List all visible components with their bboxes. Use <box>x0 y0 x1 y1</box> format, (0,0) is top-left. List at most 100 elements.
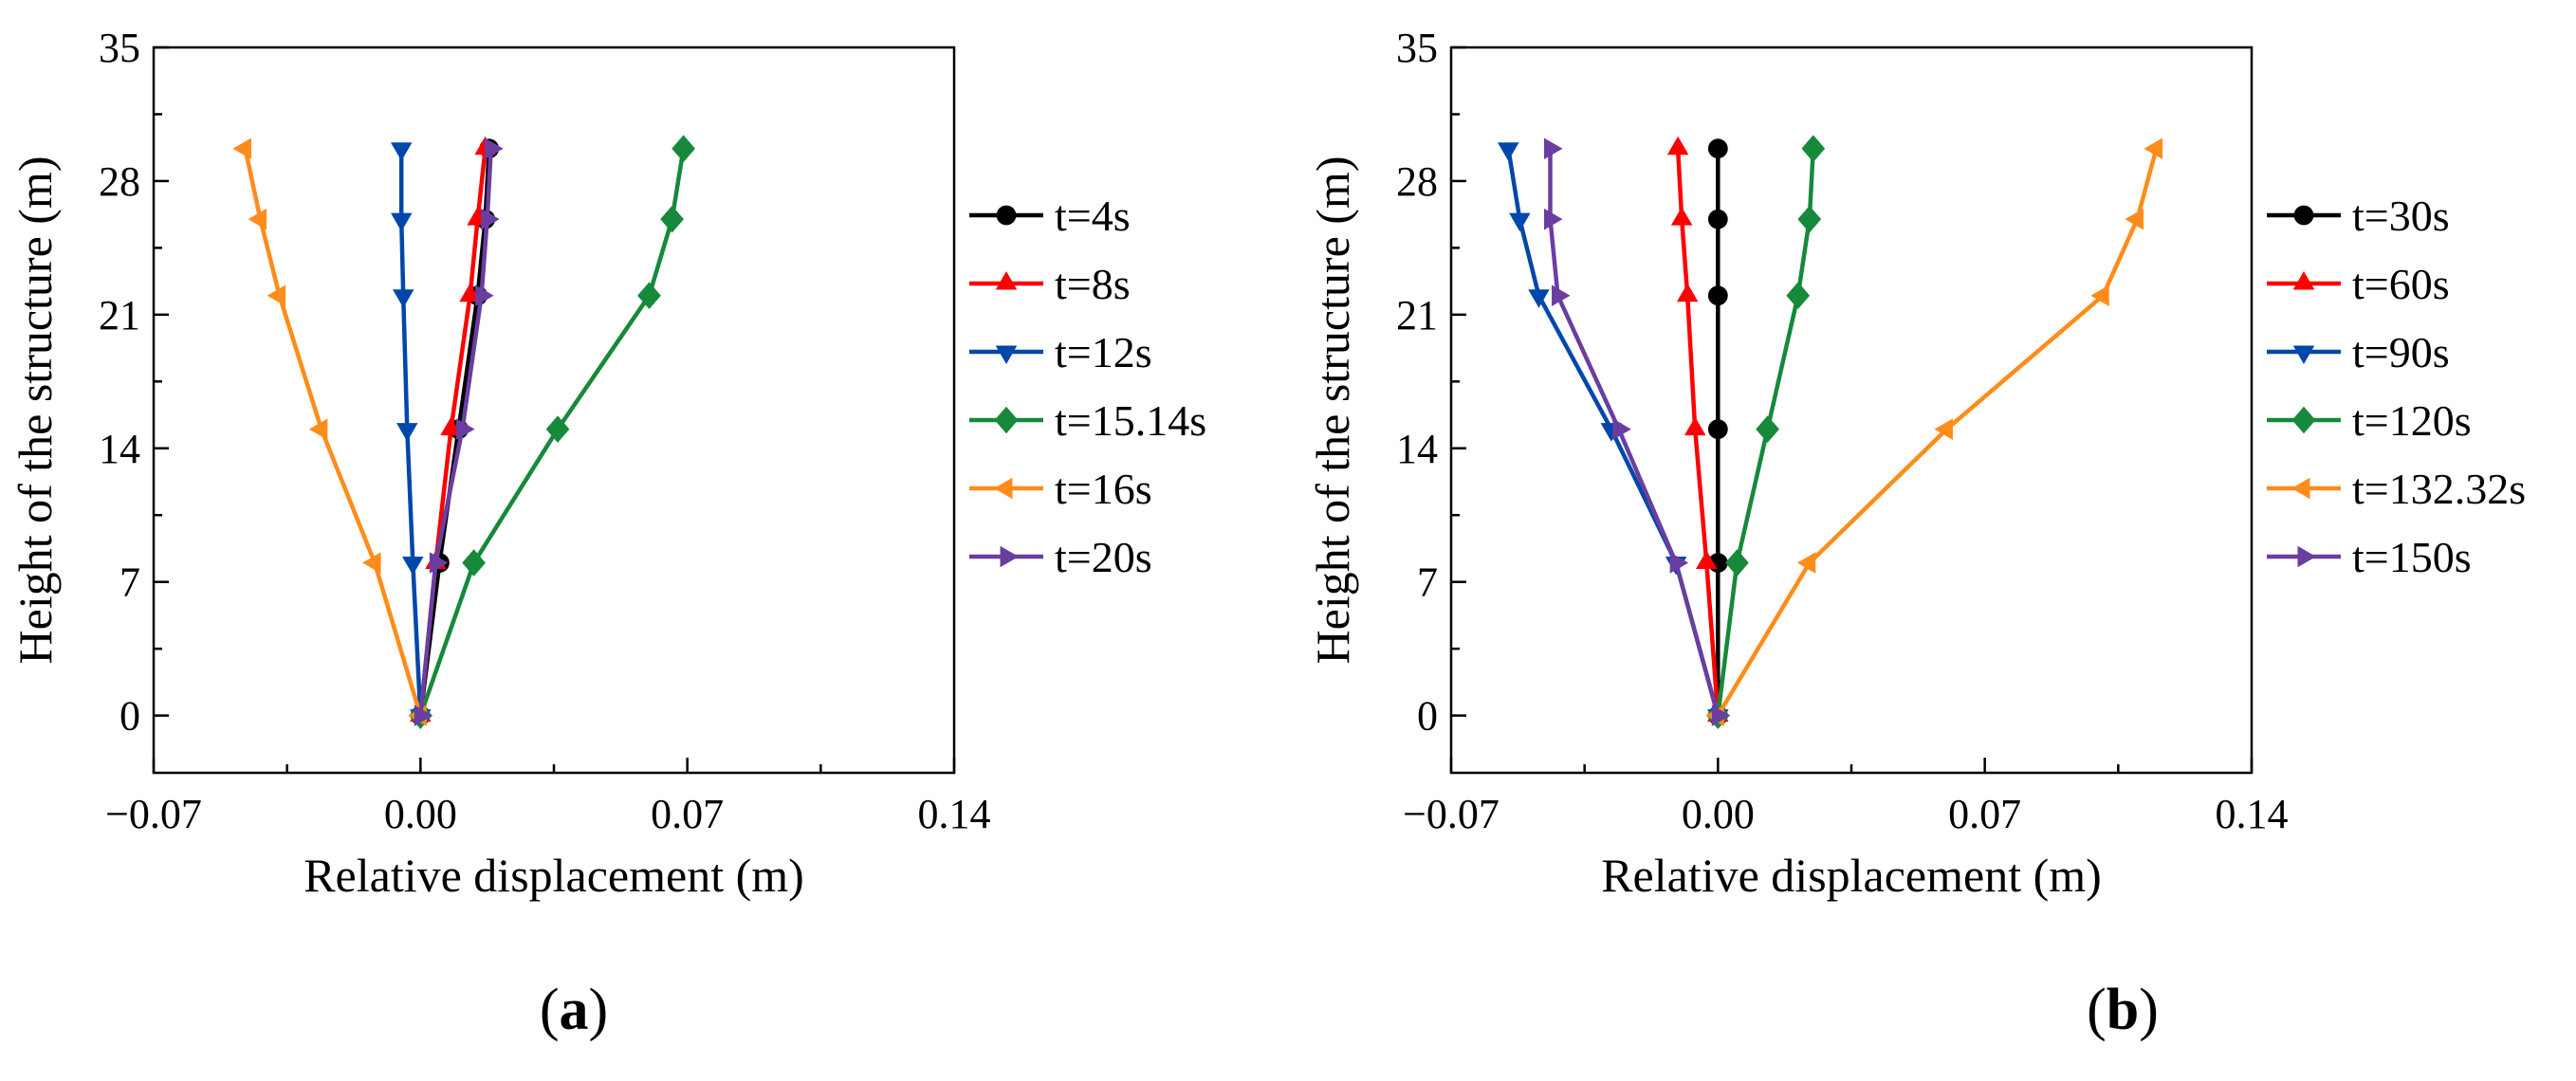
legend-item: t=60s <box>2267 260 2450 308</box>
data-point <box>1670 207 1693 226</box>
data-point <box>1707 209 1728 229</box>
panel-letter: b <box>2107 978 2139 1042</box>
data-point <box>2125 208 2144 230</box>
data-point <box>1612 418 1631 440</box>
legend-label: t=30s <box>2352 192 2450 240</box>
data-point <box>475 284 494 306</box>
data-point <box>1543 137 1563 159</box>
caption-paren-close: ) <box>2139 978 2159 1042</box>
data-point <box>414 705 433 726</box>
x-axis-title: Relative displacement (m) <box>304 849 804 902</box>
caption-paren-open: ( <box>2087 978 2107 1042</box>
data-point <box>1666 136 1689 156</box>
data-point <box>1498 142 1519 161</box>
y-tick-label: 14 <box>99 426 140 472</box>
legend-marker <box>994 406 1019 434</box>
y-tick-label: 28 <box>1396 158 1438 205</box>
legend-marker <box>1000 545 1019 568</box>
legend-label: t=20s <box>1055 533 1152 581</box>
data-point <box>308 418 328 440</box>
data-point <box>1707 419 1728 440</box>
legend-marker <box>2291 477 2310 500</box>
legend-label: t=60s <box>2352 260 2450 308</box>
series-line <box>1675 148 1720 716</box>
legend-label: t=4s <box>1055 192 1131 240</box>
series-line <box>398 148 423 716</box>
data-point <box>1696 550 1718 570</box>
series-line <box>418 148 686 717</box>
legend-marker <box>994 477 1013 500</box>
data-point <box>1711 705 1731 726</box>
series-t=20s <box>414 137 504 726</box>
legend-label: t=12s <box>1055 328 1152 376</box>
legend-item: t=150s <box>2267 533 2472 581</box>
y-tick-label: 28 <box>99 158 140 205</box>
data-point <box>1756 415 1779 443</box>
legend-label: t=16s <box>1055 465 1152 513</box>
data-point <box>462 549 486 577</box>
data-point <box>1543 208 1563 230</box>
y-tick-label: 35 <box>99 25 140 71</box>
caption-paren-open: ( <box>540 978 560 1042</box>
legend-label: t=15.14s <box>1055 396 1206 445</box>
data-point <box>1797 205 1822 233</box>
data-point <box>660 205 684 233</box>
data-point <box>485 137 504 159</box>
legend-marker <box>996 205 1017 226</box>
data-point <box>1934 418 1953 440</box>
legend: t=30s t=60s t=90s t=120s t=132.32s t=150s <box>2267 192 2526 581</box>
x-axis-title: Relative displacement (m) <box>1601 849 2102 902</box>
data-point <box>1707 285 1728 306</box>
panel-letter: a <box>560 978 589 1042</box>
x-tick-label: 0.00 <box>384 791 457 837</box>
legend-item: t=12s <box>969 328 1152 376</box>
data-point <box>1796 552 1816 574</box>
legend-item: t=8s <box>969 260 1131 308</box>
data-point <box>396 423 418 442</box>
legend-label: t=120s <box>2352 396 2472 445</box>
y-tick-label: 21 <box>99 292 140 339</box>
legend-item: t=132.32s <box>2267 465 2526 513</box>
legend-label: t=90s <box>2352 328 2450 376</box>
series-line <box>1716 148 2159 717</box>
legend-label: t=132.32s <box>2352 465 2526 513</box>
x-tick-label: 0.14 <box>918 791 991 837</box>
x-tick-label: 0.07 <box>1948 791 2021 837</box>
y-axis-title: Height of the structure (m) <box>9 156 62 665</box>
data-point <box>232 137 251 159</box>
chart-panel-a: −0.07 0.00 0.07 0.14 0 7 14 21 28 35 Relative disp… <box>9 25 1206 1042</box>
y-axis-title: Height of the structure (m) <box>1306 156 1359 665</box>
series-line <box>243 148 423 717</box>
data-point <box>637 282 661 310</box>
data-point <box>1676 283 1699 302</box>
y-tick-label: 7 <box>1417 559 1438 606</box>
legend-marker <box>2291 406 2316 434</box>
series-line <box>418 148 493 716</box>
data-point <box>456 418 475 440</box>
legend-item: t=20s <box>969 533 1152 581</box>
data-point <box>1669 552 1689 574</box>
x-tick-label: −0.07 <box>1403 791 1500 837</box>
panel-caption: (a) <box>540 978 608 1042</box>
data-point <box>672 135 695 162</box>
y-tick-label: 0 <box>120 693 140 740</box>
y-tick-label: 7 <box>120 559 140 606</box>
data-point <box>1509 212 1531 232</box>
legend-label: t=8s <box>1055 260 1131 308</box>
data-point <box>1528 289 1550 308</box>
legend-label: t=150s <box>2352 533 2472 581</box>
legend-marker <box>995 271 1018 290</box>
legend-marker <box>2297 545 2316 568</box>
data-point <box>1552 284 1571 306</box>
data-point <box>481 208 500 230</box>
data-point <box>392 289 414 308</box>
data-point <box>248 208 267 230</box>
legend-marker <box>2292 345 2315 364</box>
data-point <box>2144 137 2163 159</box>
x-tick-label: 0.07 <box>651 791 724 837</box>
data-point <box>1786 282 1811 310</box>
x-tick-label: 0.00 <box>1682 791 1755 837</box>
legend-item: t=120s <box>2267 396 2472 445</box>
y-tick-label: 35 <box>1396 25 1438 71</box>
data-point <box>429 552 449 574</box>
